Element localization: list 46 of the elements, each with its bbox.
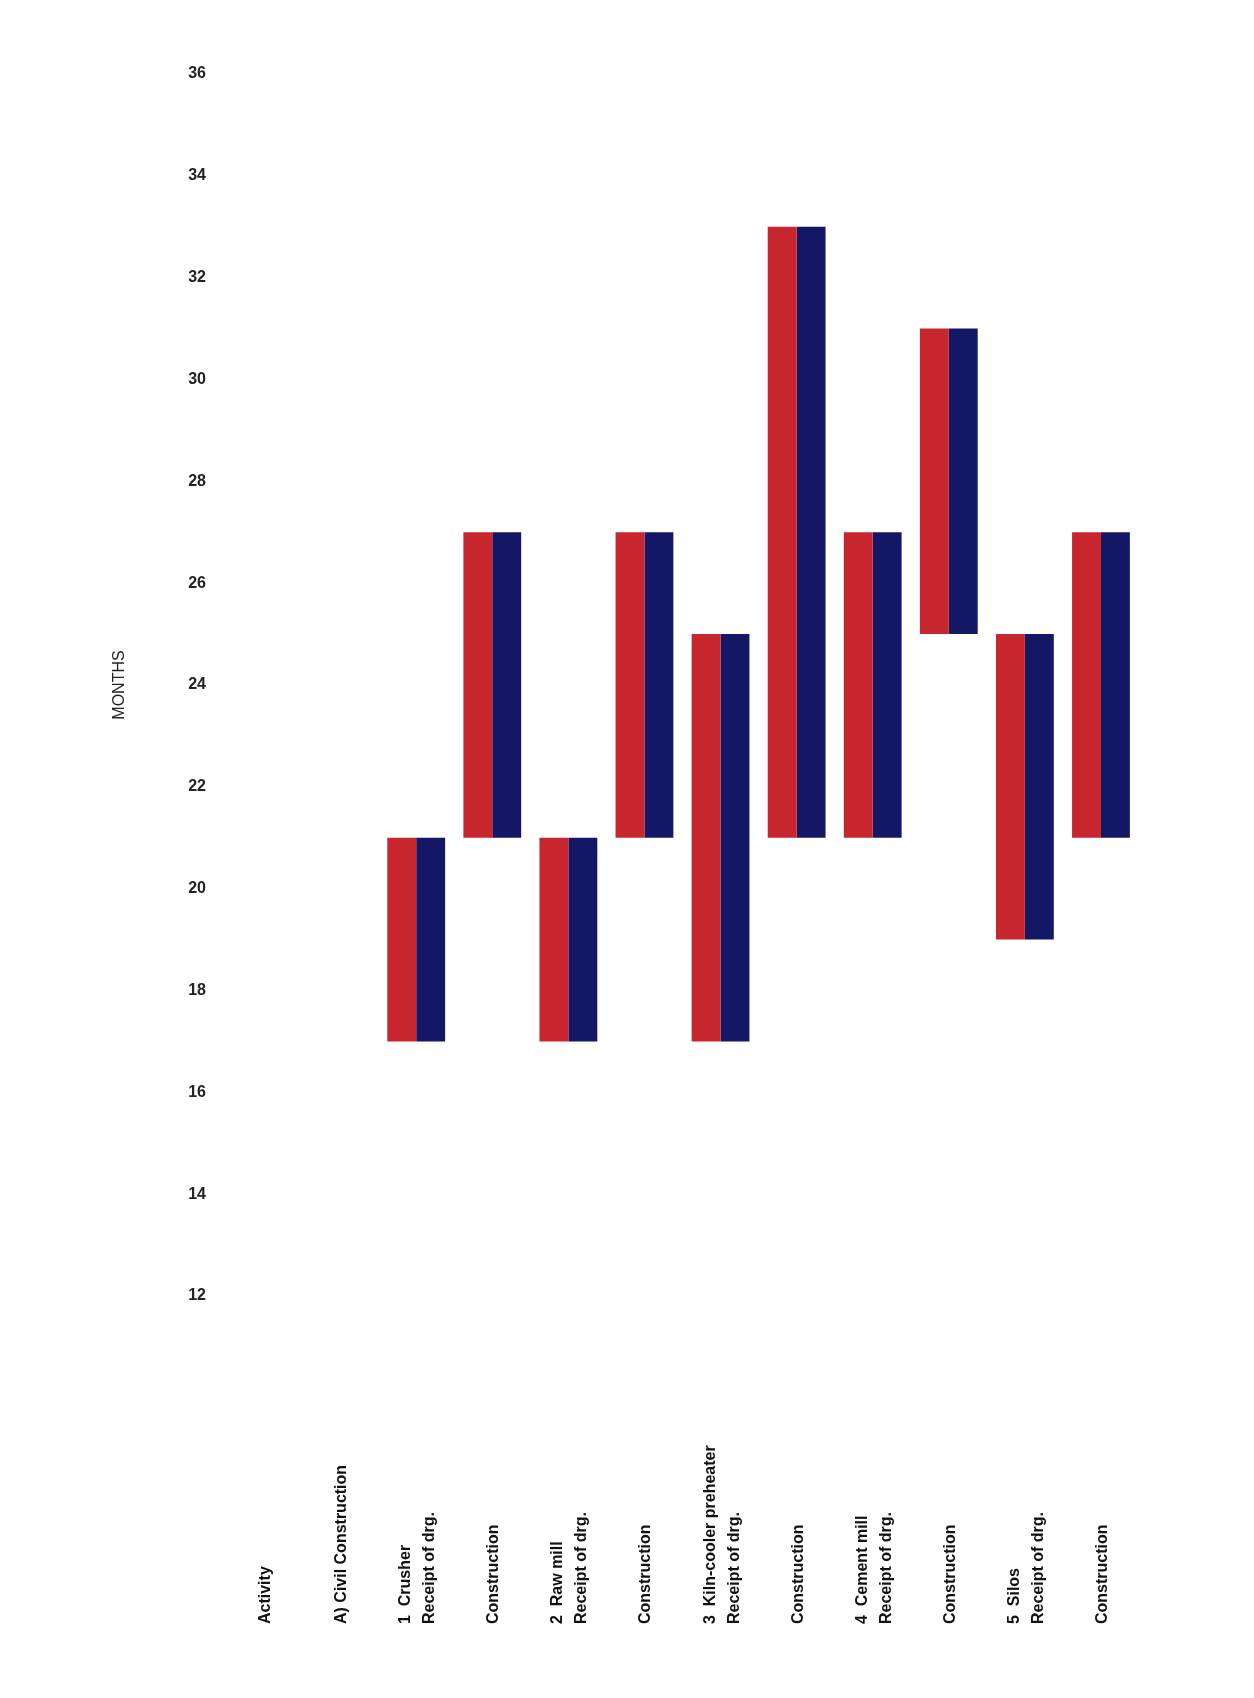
y-tick-label: 18 <box>188 980 207 998</box>
y-tick-label: 22 <box>188 777 207 795</box>
x-tick-label: 3 Kiln-cooler preheater Receipt of drg. <box>700 1445 742 1624</box>
bar <box>1100 532 1130 838</box>
y-tick-label: 26 <box>188 573 207 591</box>
bar <box>720 634 750 1042</box>
bar <box>1024 634 1054 940</box>
y-axis-title: MONTHS <box>110 650 128 720</box>
x-tick-label: Construction <box>484 1524 502 1624</box>
bar <box>948 328 978 635</box>
y-tick-label: 36 <box>188 64 207 82</box>
x-tick-label: Activity <box>256 1566 274 1624</box>
x-tick-label: 5 Silos Receipt of drg. <box>1004 1511 1046 1624</box>
y-tick-label: 32 <box>188 268 207 286</box>
y-tick-label: 16 <box>188 1082 207 1100</box>
bar <box>644 532 674 838</box>
y-tick-label: 14 <box>188 1184 207 1202</box>
bar <box>539 837 569 1042</box>
bar <box>1072 532 1101 838</box>
bar <box>919 328 949 635</box>
bar <box>872 532 902 838</box>
x-tick-label: 1 Crusher Receipt of drg. <box>396 1511 438 1624</box>
bar <box>843 532 873 838</box>
bar <box>387 837 417 1042</box>
x-tick-label: Construction <box>788 1524 806 1624</box>
y-tick-label: 20 <box>188 879 207 897</box>
y-tick-label: 28 <box>188 471 207 489</box>
bar <box>995 634 1025 940</box>
bar <box>691 634 721 1042</box>
bar <box>492 532 522 838</box>
x-tick-label: Construction <box>940 1524 958 1624</box>
y-tick-label: 34 <box>188 166 207 184</box>
x-tick-label: 2 Raw mill Receipt of drg. <box>548 1511 590 1624</box>
y-tick-label: 24 <box>188 675 207 693</box>
y-tick-label: 12 <box>188 1286 207 1304</box>
x-tick-label: Construction <box>636 1524 654 1624</box>
x-tick-label: Construction <box>1092 1524 1110 1624</box>
bar <box>615 532 645 838</box>
y-tick-label: 30 <box>188 369 207 387</box>
bar <box>416 837 446 1042</box>
bar <box>796 226 826 838</box>
x-tick-label: A) Civil Construction <box>332 1464 350 1624</box>
bar <box>767 226 797 838</box>
bar <box>568 837 598 1042</box>
bar <box>463 532 493 838</box>
x-tick-label: 4 Cement mill Receipt of drg. <box>852 1511 894 1624</box>
